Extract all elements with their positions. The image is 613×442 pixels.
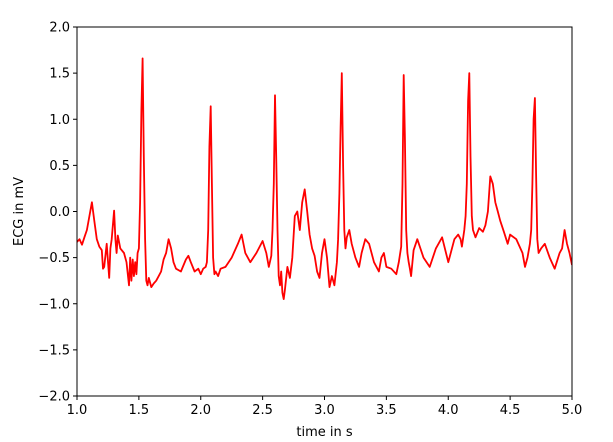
- x-tick-label: 5.0: [562, 403, 583, 418]
- series-layer: [77, 57, 572, 300]
- y-axis: −2.0 −1.5 −1.0 −0.5 0.0 0.5 1.0 1.5 2.0: [38, 21, 77, 405]
- y-tick-label: −0.5: [38, 251, 70, 266]
- y-tick-label: −1.5: [38, 343, 70, 358]
- x-axis: 1.0 1.5 2.0 2.5 3.0 3.5 4.0 4.5 5.0: [67, 396, 583, 418]
- y-axis-label: ECG in mV: [12, 177, 27, 246]
- x-axis-label: time in s: [296, 425, 352, 440]
- ecg-series-line: [77, 57, 572, 300]
- x-tick-label: 4.5: [500, 403, 521, 418]
- y-tick-label: −2.0: [38, 390, 70, 405]
- x-tick-label: 3.0: [314, 403, 335, 418]
- y-tick-label: 1.0: [49, 113, 70, 128]
- y-tick-label: 0.5: [49, 159, 70, 174]
- y-tick-label: 1.5: [49, 67, 70, 82]
- y-tick-label: 2.0: [49, 21, 70, 36]
- x-tick-label: 2.5: [252, 403, 273, 418]
- x-tick-label: 1.0: [67, 403, 88, 418]
- x-tick-label: 4.0: [438, 403, 459, 418]
- y-tick-label: −1.0: [38, 297, 70, 312]
- x-tick-label: 2.0: [190, 403, 211, 418]
- y-tick-label: 0.0: [49, 205, 70, 220]
- x-tick-label: 3.5: [376, 403, 397, 418]
- x-tick-label: 1.5: [129, 403, 150, 418]
